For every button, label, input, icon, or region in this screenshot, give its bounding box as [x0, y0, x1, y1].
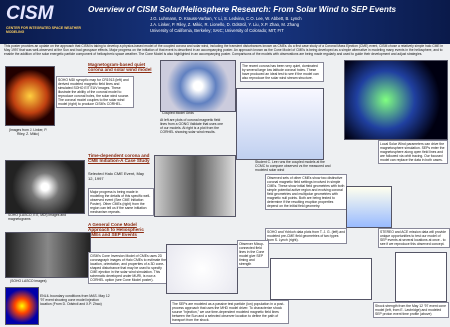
caption: (Images from J. Linker, P. Riley, Z. Mik… — [8, 128, 48, 137]
section-heading: A General Cone Model Approach to Heliosp… — [88, 222, 144, 238]
text-box: Shock strength from the May 12 '97 event… — [373, 302, 449, 319]
event-label: Selected Halo CME Event, May 12, 1997 — [88, 171, 145, 181]
figure — [5, 160, 85, 214]
section-heading: Magnetogram-based quiet corona and solar… — [88, 62, 152, 73]
header-band — [0, 0, 450, 44]
figure — [154, 155, 236, 217]
authors: J.G. Luhmann, D. Krauss-Varban, Y. Li, S… — [150, 16, 302, 21]
intro: This poster provides an update on the ap… — [4, 44, 444, 56]
text-box: The recent corona has been very quiet, d… — [240, 62, 324, 83]
text-box: STEREO and ACE mission data will provide… — [378, 228, 450, 249]
logo: CISM — [6, 3, 54, 24]
caption: Student C. Lee runs the coupled models a… — [255, 160, 331, 173]
text-box: Observed sets of other CMEs show two dis… — [265, 174, 347, 211]
caption: SOHO (LASCO, EIT, MDI) images and magnet… — [8, 213, 67, 222]
figure — [5, 66, 55, 126]
text: At left are plots of coronal magnetic fi… — [160, 118, 224, 135]
figure — [344, 60, 448, 140]
title: Overview of CISM Solar/Heliosphere Resea… — [88, 5, 397, 14]
figure — [270, 258, 372, 300]
authors: J.A. Linker, P. Riley, Z. Mikic, R. Lion… — [150, 22, 300, 27]
text-box: Observer Mixup-connected field lines in … — [237, 240, 269, 269]
figure — [166, 244, 238, 294]
figure — [160, 60, 236, 112]
caption: (SOHO LASCO images) — [10, 279, 47, 283]
caption: ENLIL boundary conditions from MAS. May … — [40, 294, 110, 307]
text-box: SOHO MDI synoptic map for CR1913 (left) … — [56, 76, 134, 109]
text-box: Major progress is being made in modeling… — [88, 188, 154, 217]
caption: Coupled Model Grids — [162, 111, 194, 115]
affiliations: University of California, Berkeley; SAIC… — [150, 28, 284, 33]
figure — [346, 186, 392, 228]
text-box: SOHO and Yohkoh data plots from T. J. G.… — [265, 228, 347, 245]
figure — [236, 88, 324, 160]
text-box: CISM's Cone Inversion Model of CMEs uses… — [88, 252, 168, 285]
figure — [5, 287, 39, 325]
figure — [395, 252, 447, 302]
figure — [5, 232, 91, 278]
logo-subtitle: Center for Integrated Space Weather Mode… — [6, 26, 81, 35]
text-box: Local Solar Wind parameters can drive th… — [378, 140, 448, 165]
text-box: The SEPs are modeled as a passive test p… — [170, 300, 289, 325]
section-heading: Time-dependent corona and CME Initiation… — [88, 153, 150, 164]
